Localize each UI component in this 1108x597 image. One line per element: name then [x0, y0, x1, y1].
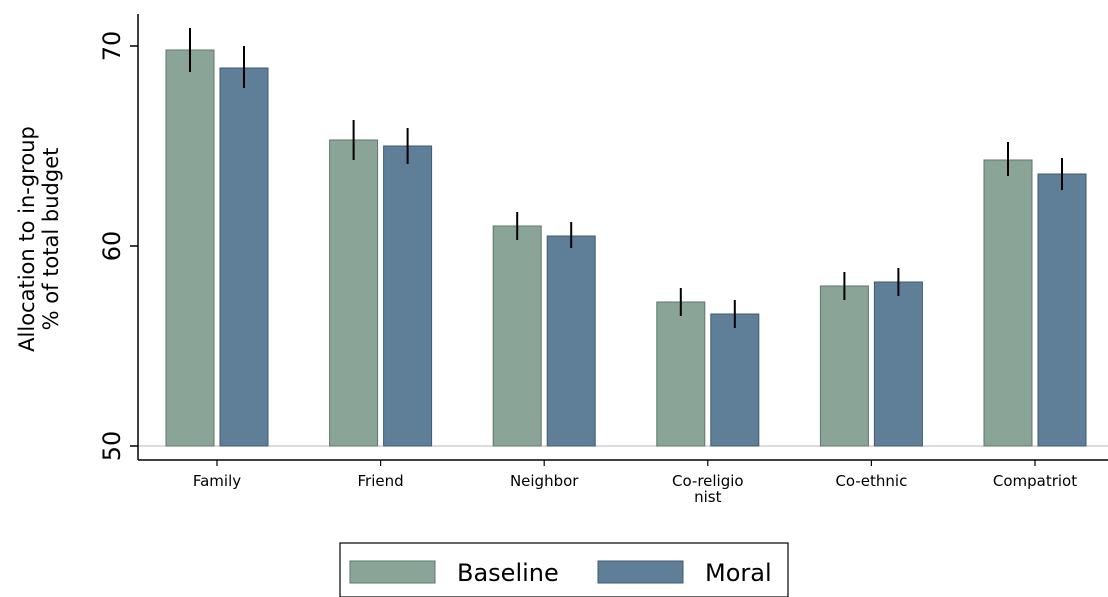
bar-baseline-1: [329, 139, 379, 447]
bar-baseline-4: [819, 285, 869, 447]
x-tick-label-4: Co-ethnic: [835, 472, 907, 490]
bar-baseline-2: [492, 225, 542, 447]
bar-baseline-3: [656, 301, 706, 447]
bar-moral-3: [710, 313, 760, 447]
y-axis-title: Allocation to in-group% of total budget: [15, 126, 63, 352]
y-ticks: 50 60 70: [98, 31, 138, 462]
x-ticks: Family Friend Neighbor Co-religio nist Co-eth…: [193, 460, 1077, 506]
bar-moral-1: [383, 145, 433, 447]
x-tick-label-1: Friend: [358, 472, 404, 490]
bar-baseline-5: [983, 159, 1033, 447]
legend-swatch-moral: [597, 560, 684, 584]
y-tick-label-70: 70: [98, 31, 126, 62]
bar-moral-0: [219, 67, 269, 447]
error-bars: [189, 28, 1063, 328]
axes: [137, 14, 1108, 461]
x-tick-label-2: Neighbor: [510, 472, 579, 490]
legend-swatch-baseline: [349, 560, 436, 584]
y-tick-label-60: 60: [98, 231, 126, 262]
legend: Baseline Moral: [339, 542, 789, 597]
x-tick-label-3: Co-religio nist: [672, 472, 744, 506]
bar-moral-2: [546, 235, 596, 447]
x-tick-label-0: Family: [193, 472, 241, 490]
bar-moral-4: [873, 281, 923, 447]
bar-baseline-0: [165, 49, 215, 447]
bar-moral-5: [1037, 173, 1087, 447]
legend-label-baseline: Baseline: [457, 559, 559, 587]
legend-label-moral: Moral: [705, 559, 772, 587]
y-axis-title-text: Allocation to in-group% of total budget: [15, 126, 63, 352]
y-tick-label-50: 50: [98, 431, 126, 462]
x-tick-label-5: Compatriot: [993, 472, 1077, 490]
bar-marks: [165, 49, 1087, 447]
